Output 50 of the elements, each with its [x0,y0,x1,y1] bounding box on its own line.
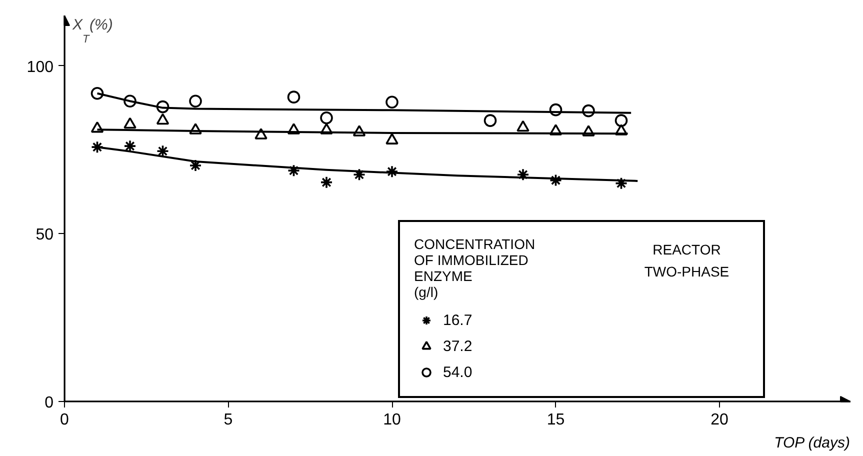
x-tick-label: 10 [383,412,401,428]
y-tick-label: 0 [44,394,54,412]
point [90,121,104,133]
point [90,140,104,154]
point [124,117,136,129]
point [549,174,562,187]
point [189,123,202,134]
point [386,96,398,108]
point [254,128,268,140]
point [614,114,628,127]
y-tick-label: 50 [36,226,54,244]
point [156,100,170,114]
legend-title: CONCENTRATION OF IMMOBILIZED ENZYME (g/l) [414,236,536,300]
point [320,176,333,189]
point [549,103,562,116]
point [287,123,300,134]
x-tick-label: 15 [546,412,565,428]
point [320,111,333,124]
point [386,165,398,178]
point [124,94,136,108]
point [549,124,562,136]
point [582,104,595,118]
point [614,124,628,136]
x-axis-title: TOP (days) [774,434,850,452]
point [156,144,170,158]
point [386,133,398,144]
x-tick-label: 0 [60,412,70,428]
y-axis-title: XT(%) [72,16,113,46]
annotation: REACTOR TWO-PHASE [644,242,730,280]
legend-label: 54.0 [443,364,474,380]
point [614,176,628,190]
point [124,140,136,152]
point [189,159,202,172]
x-tick-label: 5 [224,412,233,428]
point [582,125,595,136]
point [352,168,366,181]
point [90,86,104,100]
point [352,125,366,136]
point [287,90,300,104]
point [189,94,202,108]
point [484,114,497,127]
point [320,123,333,134]
y-tick-label: 100 [26,58,54,76]
point [516,168,530,181]
x-tick-label: 20 [710,412,728,428]
legend-label: 16.7 [443,312,474,328]
point [516,120,530,132]
point [156,113,170,125]
point [287,164,300,177]
legend-label: 37.2 [443,338,474,354]
